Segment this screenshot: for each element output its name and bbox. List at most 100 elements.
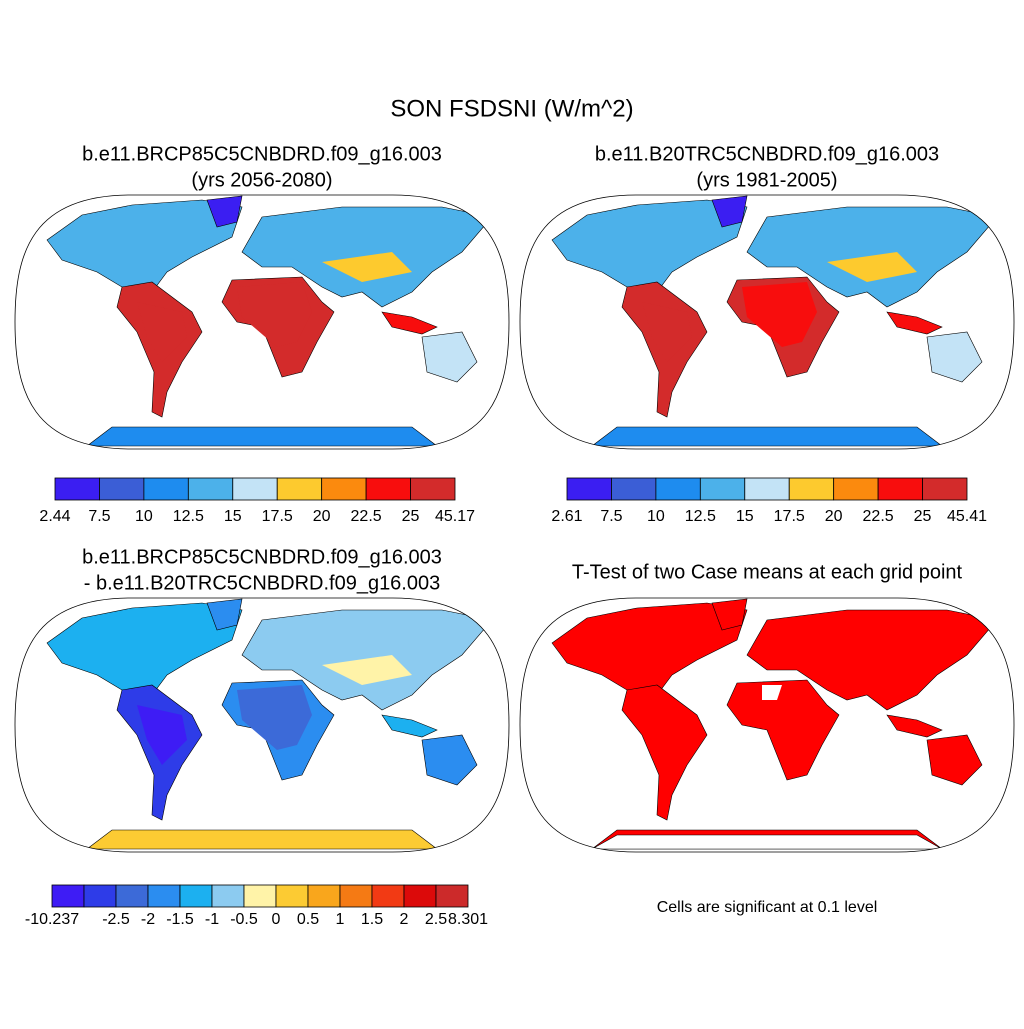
colorbar-box (307, 884, 341, 908)
colorbar-box (833, 477, 879, 501)
colorbar-label: 20 (313, 508, 331, 525)
colorbar-label: 7.5 (600, 508, 622, 525)
colorbar-box (179, 884, 213, 908)
map-outline (519, 597, 1015, 853)
land-region (322, 252, 412, 282)
colorbar-box (276, 477, 323, 501)
colorbar-label: 2 (400, 911, 409, 928)
land-region (827, 252, 917, 282)
colorbar-label: -2 (141, 911, 155, 928)
land-insignificant (590, 834, 944, 850)
colorbar-box (566, 477, 612, 501)
land-region (742, 282, 817, 347)
colorbar-label: 7.5 (88, 508, 110, 525)
colorbar-label: 45.41 (947, 508, 987, 525)
map (551, 598, 998, 850)
colorbar-box (51, 884, 85, 908)
colorbar-label: 10 (647, 508, 665, 525)
land (621, 684, 708, 821)
colorbar-label: 2.61 (551, 508, 582, 525)
land-region (237, 282, 312, 347)
colorbar-label: 12.5 (685, 508, 716, 525)
land (886, 714, 943, 738)
land (726, 679, 840, 781)
land (421, 331, 478, 383)
colorbar-label: 10 (135, 508, 153, 525)
land-insignificant (762, 685, 782, 700)
colorbar-box (877, 477, 923, 501)
colorbar-box (922, 477, 968, 501)
colorbar-box (655, 477, 701, 501)
colorbar-label: 2.44 (39, 508, 70, 525)
colorbar-box (699, 477, 746, 501)
colorbar-label: -0.5 (230, 911, 258, 928)
land (551, 199, 748, 293)
map-outline (14, 597, 510, 853)
colorbar-label: 22.5 (351, 508, 382, 525)
land (46, 199, 243, 293)
land (381, 311, 438, 335)
land (86, 829, 438, 850)
land (551, 602, 748, 696)
colorbar-label: -1.5 (166, 911, 194, 928)
colorbar-label: 1 (336, 911, 345, 928)
colorbar-label: 17.5 (774, 508, 805, 525)
colorbar-label: -1 (205, 911, 219, 928)
colorbar-label: 1.5 (361, 911, 383, 928)
colorbar-label: 0 (272, 911, 281, 928)
colorbar-box (211, 884, 245, 908)
land (926, 734, 983, 786)
colorbar-box (187, 477, 234, 501)
colorbar-box (410, 477, 456, 501)
colorbar-box (611, 477, 657, 501)
panel-title: - b.e11.B20TRC5CNBDRD.f09_g16.003 (84, 572, 440, 594)
land (711, 195, 748, 228)
colorbar-label: -2.5 (102, 911, 130, 928)
colorbar-label: 12.5 (173, 508, 204, 525)
colorbar-box (788, 477, 835, 501)
colorbar-box (321, 477, 367, 501)
colorbar-label: 25 (402, 508, 420, 525)
panel-title: T-Test of two Case means at each grid po… (572, 561, 963, 583)
colorbar-box (232, 477, 278, 501)
colorbar-box (275, 884, 309, 908)
panel-title: (yrs 1981-2005) (696, 169, 837, 191)
land (746, 609, 998, 711)
colorbar-box (54, 477, 100, 501)
land (926, 331, 983, 383)
colorbar-box (339, 884, 373, 908)
land (591, 426, 943, 447)
map (551, 195, 998, 447)
colorbar-label: 45.17 (435, 508, 475, 525)
colorbar-box (147, 884, 181, 908)
land (381, 714, 438, 738)
main-title: SON FSDSNI (W/m^2) (390, 95, 633, 122)
map-outline (519, 194, 1015, 450)
colorbar-label: 15 (224, 508, 242, 525)
colorbar-box (365, 477, 411, 501)
colorbar-box (99, 477, 145, 501)
colorbar-label: -10.237 (25, 911, 79, 928)
panel-title: (yrs 2056-2080) (191, 169, 332, 191)
colorbar-label: 17.5 (262, 508, 293, 525)
map (46, 195, 493, 447)
panel-note: Cells are significant at 0.1 level (657, 899, 878, 916)
colorbar-label: 15 (736, 508, 754, 525)
map (46, 598, 493, 850)
colorbar-box (435, 884, 469, 908)
colorbar-box (243, 884, 277, 908)
land-region (137, 705, 187, 765)
colorbar-label: 20 (825, 508, 843, 525)
colorbar-label: 22.5 (863, 508, 894, 525)
colorbar-label: 2.5 (425, 911, 447, 928)
colorbar-box (143, 477, 189, 501)
colorbar-box (115, 884, 149, 908)
colorbar-box (744, 477, 790, 501)
land-region (237, 685, 312, 750)
land (206, 598, 243, 631)
colorbar-box (371, 884, 405, 908)
land-region (137, 302, 187, 362)
land (86, 426, 438, 447)
